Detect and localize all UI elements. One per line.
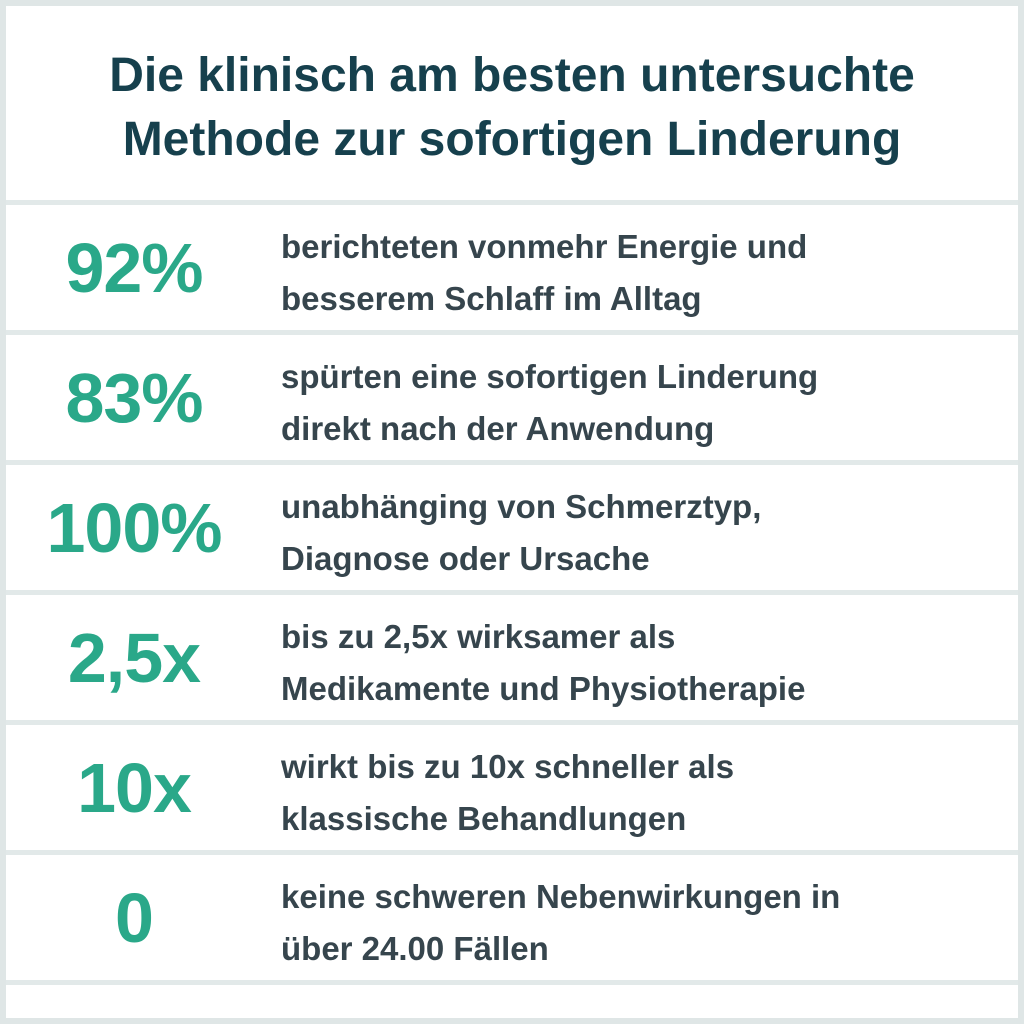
stat-row-effectiveness: 2,5x bis zu 2,5x wirksamer als Medikamen… bbox=[6, 595, 1018, 720]
stat-row-side-effects: 0 keine schweren Nebenwirkungen in über … bbox=[6, 855, 1018, 980]
title-line-2: Methode zur sofortigen Linderung bbox=[122, 113, 902, 166]
stat-row-energy: 92% berichteten vonmehr Energie und bess… bbox=[6, 205, 1018, 330]
stat-description-line-2: direkt nach der Anwendung bbox=[281, 410, 715, 447]
stat-value: 0 bbox=[115, 878, 154, 957]
divider bbox=[6, 200, 1018, 205]
stat-description: spürten eine sofortigen Linderung direkt… bbox=[281, 351, 1001, 455]
stat-row-speed: 10x wirkt bis zu 10x schneller als klass… bbox=[6, 725, 1018, 850]
stat-description: berichteten vonmehr Energie und besserem… bbox=[281, 221, 1001, 325]
stat-description-line-1: wirkt bis zu 10x schneller als bbox=[281, 748, 735, 785]
divider bbox=[6, 720, 1018, 725]
stat-description: keine schweren Nebenwirkungen in über 24… bbox=[281, 871, 1001, 975]
stat-description-line-1: berichteten vonmehr Energie und bbox=[281, 228, 808, 265]
stat-description-line-1: keine schweren Nebenwirkungen in bbox=[281, 878, 841, 915]
page-title: Die klinisch am besten untersuchte Metho… bbox=[6, 6, 1018, 202]
stat-description-line-2: über 24.00 Fällen bbox=[281, 930, 549, 967]
stat-value: 10x bbox=[77, 748, 192, 827]
divider bbox=[6, 980, 1018, 985]
stat-row-relief: 83% spürten eine sofortigen Linderung di… bbox=[6, 335, 1018, 460]
stat-value: 83% bbox=[65, 358, 203, 437]
stat-value: 100% bbox=[46, 488, 222, 567]
stat-description-line-2: klassische Behandlungen bbox=[281, 800, 687, 837]
stat-description-line-2: Medikamente und Physiotherapie bbox=[281, 670, 806, 707]
stat-row-universal: 100% unabhänging von Schmerztyp, Diagnos… bbox=[6, 465, 1018, 590]
stat-description: bis zu 2,5x wirksamer als Medikamente un… bbox=[281, 611, 1001, 715]
divider bbox=[6, 590, 1018, 595]
stat-description-line-1: unabhänging von Schmerztyp, bbox=[281, 488, 762, 525]
infographic-card: Die klinisch am besten untersuchte Metho… bbox=[6, 6, 1018, 1018]
stat-description: unabhänging von Schmerztyp, Diagnose ode… bbox=[281, 481, 1001, 585]
stat-description: wirkt bis zu 10x schneller als klassisch… bbox=[281, 741, 1001, 845]
stat-description-line-1: bis zu 2,5x wirksamer als bbox=[281, 618, 676, 655]
divider bbox=[6, 850, 1018, 855]
stat-description-line-1: spürten eine sofortigen Linderung bbox=[281, 358, 819, 395]
stat-value: 2,5x bbox=[67, 618, 201, 697]
stat-description-line-2: besserem Schlaff im Alltag bbox=[281, 280, 702, 317]
stat-description-line-2: Diagnose oder Ursache bbox=[281, 540, 650, 577]
divider bbox=[6, 460, 1018, 465]
divider bbox=[6, 330, 1018, 335]
stat-value: 92% bbox=[65, 228, 203, 307]
title-line-1: Die klinisch am besten untersuchte bbox=[109, 49, 915, 102]
